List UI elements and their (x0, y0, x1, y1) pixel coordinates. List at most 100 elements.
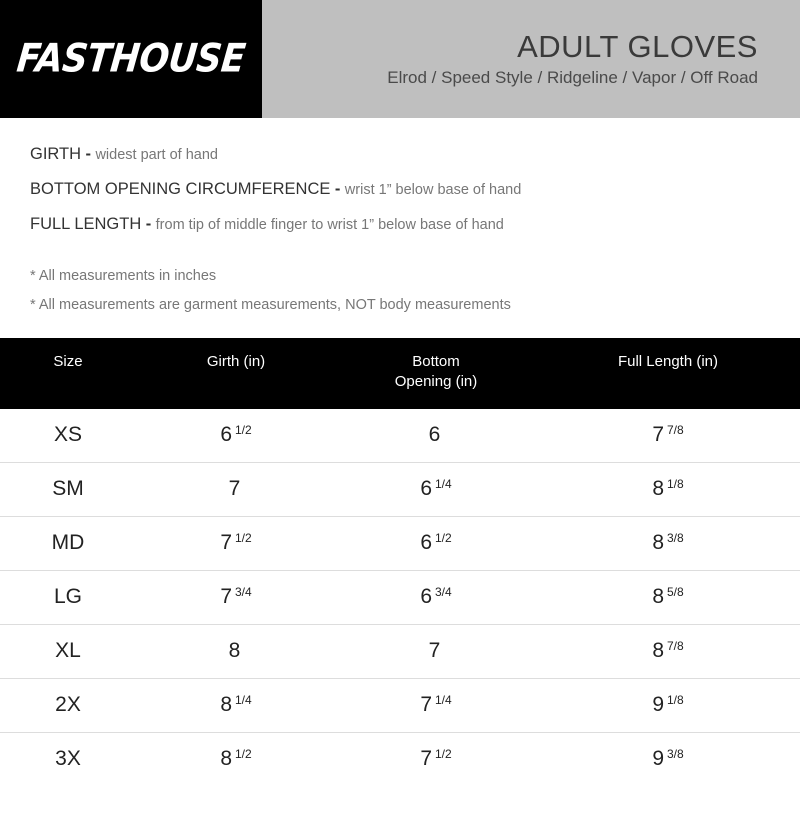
cell-size: XL (0, 624, 136, 679)
girth-whole: 7 (228, 477, 241, 500)
column-header-size: Size (53, 353, 83, 370)
table-row: LG 7 3/4 6 3/4 8 5/8 (0, 570, 800, 625)
cell-size: MD (0, 516, 136, 571)
full-fraction: 7/8 (667, 639, 684, 653)
bottom-fraction: 1/4 (435, 477, 452, 491)
header-title-block: ADULT GLOVES Elrod / Speed Style / Ridge… (262, 0, 800, 118)
full-whole: 8 (652, 585, 664, 608)
size-label: MD (51, 531, 85, 554)
full-whole: 8 (652, 477, 664, 500)
cell-girth: 8 1/2 (136, 732, 336, 786)
bottom-whole: 6 (420, 531, 432, 554)
size-label: LG (53, 585, 82, 608)
girth-whole: 8 (220, 693, 232, 716)
bottom-whole: 6 (420, 585, 432, 608)
bottom-whole: 7 (428, 639, 441, 662)
cell-size: LG (0, 570, 136, 625)
bottom-fraction: 1/4 (435, 693, 452, 707)
cell-size: 3X (0, 732, 136, 786)
bottom-fraction: 1/2 (435, 747, 452, 761)
table-row: SM 7 6 1/4 8 1/8 (0, 462, 800, 517)
size-label: XS (53, 423, 82, 446)
girth-fraction: 1/4 (235, 693, 252, 707)
table-row: MD 7 1/2 6 1/2 8 3/8 (0, 516, 800, 571)
definition-description: wrist 1” below base of hand (344, 182, 522, 198)
size-label: SM (52, 477, 84, 500)
column-header-bottom-line2: Opening (in) (394, 373, 478, 391)
column-header-bottom-line1: Bottom (412, 353, 460, 370)
table-row: XL 8 7 8 7/8 (0, 624, 800, 679)
definition-term: GIRTH (30, 145, 82, 163)
full-whole: 8 (652, 531, 664, 554)
definition-dash: - (334, 180, 341, 198)
girth-fraction: 3/4 (235, 585, 252, 599)
girth-whole: 8 (220, 747, 232, 770)
definition-term: FULL LENGTH (30, 215, 142, 233)
size-chart-table-wrapper: Size Girth (in) Bottom Opening (in) Full… (0, 338, 800, 786)
bottom-whole: 6 (420, 477, 432, 500)
bottom-whole: 7 (420, 747, 432, 770)
table-row: 3X 8 1/2 7 1/2 9 3/8 (0, 732, 800, 786)
girth-fraction: 1/2 (235, 423, 252, 437)
page-subtitle: Elrod / Speed Style / Ridgeline / Vapor … (387, 68, 758, 88)
cell-size: SM (0, 462, 136, 517)
note-item: * All measurements are garment measureme… (30, 297, 511, 313)
full-whole: 9 (652, 693, 664, 716)
cell-full-length: 8 5/8 (536, 570, 800, 625)
cell-bottom-opening: 6 (336, 408, 536, 463)
full-fraction: 7/8 (667, 423, 684, 437)
size-chart-table: Size Girth (in) Bottom Opening (in) Full… (0, 338, 800, 786)
cell-bottom-opening: 7 1/4 (336, 678, 536, 733)
bottom-whole: 7 (420, 693, 432, 716)
cell-girth: 8 (136, 624, 336, 679)
full-fraction: 1/8 (667, 693, 684, 707)
girth-whole: 6 (220, 423, 232, 446)
table-header: Size Girth (in) Bottom Opening (in) Full… (0, 338, 800, 409)
note-item: * All measurements in inches (30, 268, 217, 284)
column-header-full-length: Full Length (in) (617, 353, 719, 370)
size-label: XL (55, 639, 81, 662)
measurement-notes: * All measurements in inches * All measu… (0, 250, 800, 313)
full-whole: 7 (652, 423, 664, 446)
cell-girth: 7 1/2 (136, 516, 336, 571)
column-header-bottom-opening: Bottom Opening (in) (336, 338, 536, 409)
cell-size: 2X (0, 678, 136, 733)
cell-full-length: 7 7/8 (536, 408, 800, 463)
cell-full-length: 8 7/8 (536, 624, 800, 679)
cell-full-length: 9 3/8 (536, 732, 800, 786)
definition-dash: - (145, 215, 152, 233)
size-label: 3X (55, 747, 81, 770)
page-header: FASTHOUSE ADULT GLOVES Elrod / Speed Sty… (0, 0, 800, 118)
definition-description: widest part of hand (95, 147, 218, 163)
cell-full-length: 8 1/8 (536, 462, 800, 517)
cell-girth: 7 (136, 462, 336, 517)
table-row: XS 6 1/2 6 7 7/8 (0, 408, 800, 463)
full-fraction: 3/8 (667, 747, 684, 761)
definition-item: BOTTOM OPENING CIRCUMFERENCE - wrist 1” … (30, 180, 800, 199)
brand-logo-wordmark: FASTHOUSE (14, 36, 248, 82)
bottom-fraction: 3/4 (435, 585, 452, 599)
table-row: 2X 8 1/4 7 1/4 9 1/8 (0, 678, 800, 733)
cell-size: XS (0, 408, 136, 463)
table-header-row: Size Girth (in) Bottom Opening (in) Full… (0, 338, 800, 409)
bottom-whole: 6 (428, 423, 441, 446)
girth-whole: 7 (220, 585, 232, 608)
definition-item: FULL LENGTH - from tip of middle finger … (30, 215, 800, 234)
definition-item: GIRTH - widest part of hand (30, 145, 800, 164)
page-title: ADULT GLOVES (517, 28, 758, 64)
full-whole: 8 (652, 639, 664, 662)
cell-bottom-opening: 6 3/4 (336, 570, 536, 625)
girth-whole: 7 (220, 531, 232, 554)
size-label: 2X (55, 693, 81, 716)
full-fraction: 1/8 (667, 477, 684, 491)
brand-logo-block: FASTHOUSE (0, 0, 262, 118)
cell-bottom-opening: 7 1/2 (336, 732, 536, 786)
cell-full-length: 9 1/8 (536, 678, 800, 733)
full-fraction: 3/8 (667, 531, 684, 545)
girth-whole: 8 (228, 639, 241, 662)
definition-description: from tip of middle finger to wrist 1” be… (155, 217, 504, 233)
definition-term: BOTTOM OPENING CIRCUMFERENCE (30, 180, 331, 198)
cell-bottom-opening: 6 1/4 (336, 462, 536, 517)
cell-girth: 7 3/4 (136, 570, 336, 625)
